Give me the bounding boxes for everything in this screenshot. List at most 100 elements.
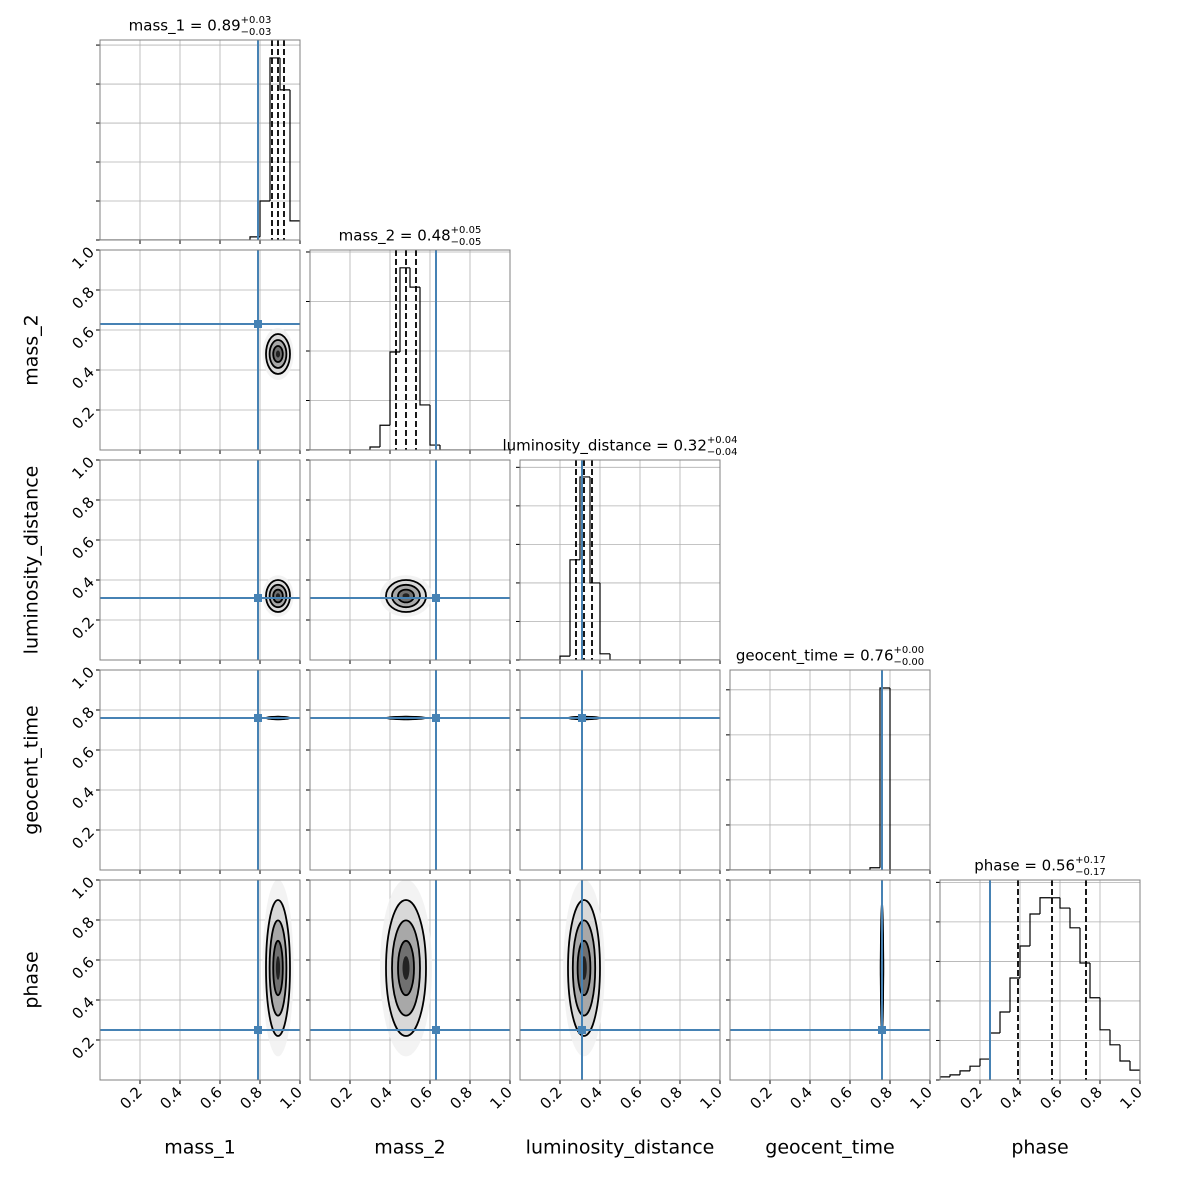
y-axis-label: luminosity_distance <box>21 466 43 655</box>
histogram-step <box>879 687 890 868</box>
panel-frame <box>309 669 511 871</box>
panel-title: geocent_time = 0.76 <box>736 647 894 666</box>
x-tick-label: 0.4 <box>576 1083 606 1113</box>
histogram-step <box>409 267 420 288</box>
title-plus: +0.05 <box>451 225 482 236</box>
x-tick-label: 0.2 <box>536 1083 566 1113</box>
panel-frame <box>729 879 931 1081</box>
x-tick-label: 0.8 <box>866 1083 896 1113</box>
panel <box>100 460 300 660</box>
histogram-step <box>379 424 390 448</box>
x-tick-label: 1.0 <box>486 1083 516 1113</box>
histogram-step <box>269 57 280 202</box>
x-tick-label: 0.6 <box>616 1083 646 1113</box>
histogram-step <box>1089 963 1100 999</box>
title-minus: −0.05 <box>451 237 482 248</box>
title-minus: −0.00 <box>894 657 925 668</box>
truth-marker <box>254 594 262 602</box>
panel <box>310 670 510 870</box>
panel <box>940 880 1140 1080</box>
panel <box>100 670 300 870</box>
histogram-step <box>259 200 270 237</box>
panel-title: mass_1 = 0.89 <box>129 17 241 36</box>
histogram-step <box>439 445 450 450</box>
panel-frame <box>99 669 301 871</box>
title-minus: −0.04 <box>707 447 738 458</box>
title-plus: +0.04 <box>707 435 738 446</box>
panel <box>310 460 510 660</box>
x-tick-label: 0.2 <box>746 1083 776 1113</box>
histogram-step <box>979 1058 990 1067</box>
title-minus: −0.03 <box>241 27 272 38</box>
histogram-step <box>609 653 620 660</box>
y-tick-label: 0.4 <box>68 993 98 1023</box>
panel-frame <box>99 459 301 661</box>
x-tick-label: 0.6 <box>826 1083 856 1113</box>
panel-frame <box>99 249 301 451</box>
histogram-step <box>959 1070 970 1075</box>
density-contour <box>402 956 410 980</box>
truth-marker <box>254 714 262 722</box>
title-plus: +0.00 <box>894 645 925 656</box>
histogram-step <box>1079 927 1090 964</box>
density-contour <box>275 956 281 980</box>
x-tick-label: 0.6 <box>196 1083 226 1113</box>
histogram-step <box>1029 913 1040 947</box>
panel <box>100 40 300 240</box>
histogram-step <box>869 867 880 870</box>
x-axis-label: mass_1 <box>164 1137 236 1159</box>
truth-marker <box>878 1026 886 1034</box>
histogram-step <box>579 476 590 560</box>
x-axis-label: phase <box>1011 1137 1068 1159</box>
panel-frame <box>99 879 301 1081</box>
y-tick-label: 0.4 <box>68 783 98 813</box>
title-plus: +0.17 <box>1075 855 1106 866</box>
histogram-step <box>1019 945 1030 979</box>
panel-title: mass_2 = 0.48 <box>339 227 451 246</box>
y-axis-label: mass_2 <box>21 314 43 386</box>
x-tick-label: 0.8 <box>236 1083 266 1113</box>
panel-frame <box>519 669 721 871</box>
panel <box>730 670 930 870</box>
y-axis-label: geocent_time <box>21 705 43 834</box>
truth-marker <box>254 320 262 328</box>
panel-frame <box>729 669 931 871</box>
histogram-step <box>399 267 410 352</box>
y-tick-label: 0.6 <box>68 323 98 353</box>
truth-marker <box>432 1026 440 1034</box>
title-minus: −0.17 <box>1075 867 1106 878</box>
panel-frame <box>519 879 721 1081</box>
panel-frame <box>309 879 511 1081</box>
y-tick-label: 1.0 <box>68 453 98 483</box>
histogram-step <box>989 1032 1000 1060</box>
histogram-step <box>1099 997 1110 1031</box>
panel <box>100 250 300 450</box>
title-plus: +0.03 <box>241 15 272 26</box>
histogram-step <box>1129 1061 1140 1080</box>
panel-frame <box>519 459 721 661</box>
y-tick-label: 0.6 <box>68 533 98 563</box>
histogram-step <box>559 655 570 660</box>
x-axis-label: geocent_time <box>765 1137 894 1159</box>
y-tick-label: 0.2 <box>68 613 98 643</box>
x-tick-label: 0.6 <box>1036 1083 1066 1113</box>
x-axis-label: mass_2 <box>374 1137 446 1159</box>
panel-title: phase = 0.56 <box>974 857 1075 875</box>
x-tick-label: 1.0 <box>906 1083 936 1113</box>
y-tick-label: 0.8 <box>68 493 98 523</box>
histogram-step <box>999 1011 1010 1033</box>
x-tick-label: 0.2 <box>956 1083 986 1113</box>
histogram-step <box>940 1076 950 1080</box>
x-axis-label: luminosity_distance <box>526 1137 715 1159</box>
y-axis-label: phase <box>21 951 43 1008</box>
histogram-step <box>1039 897 1050 914</box>
y-tick-label: 1.0 <box>68 873 98 903</box>
y-tick-label: 0.8 <box>68 703 98 733</box>
histogram-step <box>249 236 260 240</box>
histogram-step <box>1009 977 1020 1013</box>
y-tick-label: 0.2 <box>68 1033 98 1063</box>
x-tick-label: 1.0 <box>276 1083 306 1113</box>
histogram-step <box>369 446 380 450</box>
panel-frame <box>99 39 301 241</box>
